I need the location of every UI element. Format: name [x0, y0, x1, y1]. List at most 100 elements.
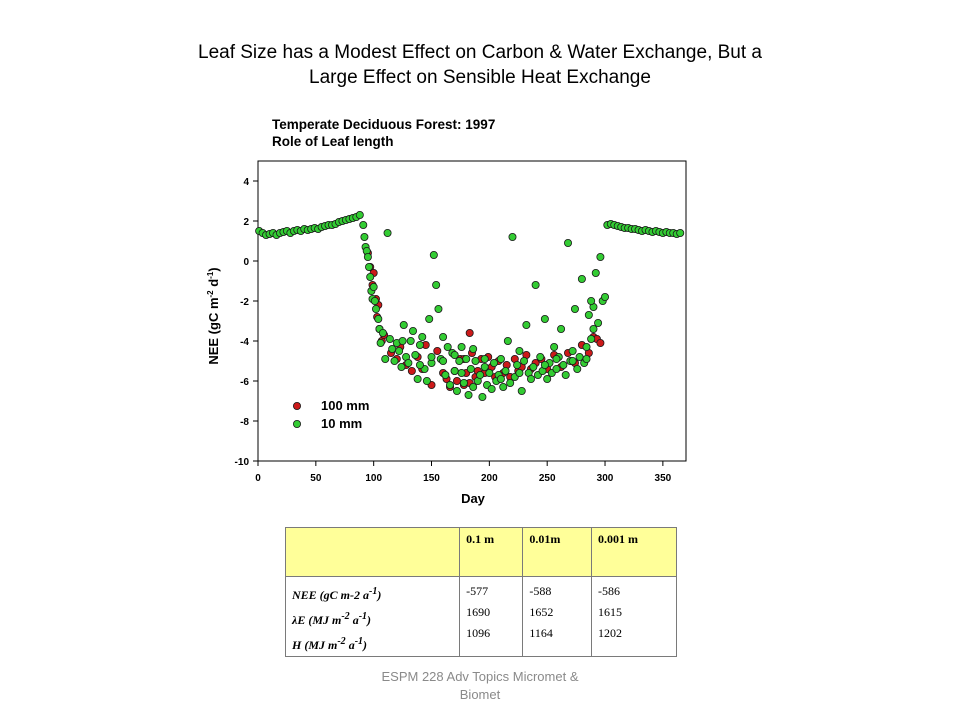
- data-point-10mm: [575, 352, 584, 361]
- data-point-10mm: [476, 370, 485, 379]
- x-tick-label: 300: [597, 473, 614, 484]
- data-point-10mm: [418, 332, 427, 341]
- data-point-10mm: [469, 344, 478, 353]
- table-cell: 1096: [466, 626, 491, 640]
- data-point-10mm: [397, 362, 406, 371]
- data-point-10mm: [517, 386, 526, 395]
- x-axis-label: Day: [461, 491, 486, 506]
- y-axis-label-end: ): [206, 267, 221, 271]
- data-point-10mm: [552, 354, 561, 363]
- data-point-10mm: [363, 252, 372, 261]
- chart-points: [255, 210, 685, 401]
- y-tick-label: -4: [240, 337, 249, 348]
- data-point-10mm: [432, 280, 441, 289]
- data-point-10mm: [570, 304, 579, 313]
- footer-line2: Biomet: [459, 687, 501, 702]
- data-point-100mm: [465, 328, 474, 337]
- data-point-10mm: [359, 220, 368, 229]
- table-cell: -588: [529, 584, 552, 598]
- data-point-10mm: [480, 354, 489, 363]
- table-col-1: -588 1652 1164: [522, 576, 593, 657]
- data-point-10mm: [594, 318, 603, 327]
- data-point-10mm: [413, 374, 422, 383]
- data-point-10mm: [520, 356, 529, 365]
- row-label-h: H (MJ m-2 a-1): [292, 636, 368, 652]
- table-cell: 1690: [466, 605, 491, 619]
- data-point-10mm: [388, 344, 397, 353]
- series-1: [255, 210, 685, 401]
- chart-legend: [292, 401, 301, 428]
- data-point-10mm: [496, 354, 505, 363]
- data-point-10mm: [439, 356, 448, 365]
- table-cell: -577: [466, 584, 489, 598]
- data-point-10mm: [469, 382, 478, 391]
- table-cell: 1652: [529, 605, 554, 619]
- data-point-100mm: [407, 366, 416, 375]
- data-point-10mm: [561, 370, 570, 379]
- data-point-10mm: [443, 342, 452, 351]
- data-point-10mm: [557, 324, 566, 333]
- data-point-10mm: [564, 238, 573, 247]
- data-point-10mm: [526, 374, 535, 383]
- table-header-row: 0.1 m 0.01m 0.001 m: [284, 527, 677, 577]
- data-point-10mm: [415, 340, 424, 349]
- data-point-10mm: [383, 228, 392, 237]
- table-row: NEE (gC m-2 a-1) λE (MJ m-2 a-1) H (MJ m…: [284, 576, 677, 657]
- data-point-10mm: [573, 364, 582, 373]
- data-point-10mm: [466, 364, 475, 373]
- data-point-10mm: [446, 380, 455, 389]
- data-point-10mm: [577, 274, 586, 283]
- x-tick-label: 100: [365, 473, 382, 484]
- plot-frame: [257, 160, 687, 462]
- data-point-10mm: [462, 354, 471, 363]
- table-cell: -586: [598, 584, 621, 598]
- data-point-10mm: [596, 252, 605, 261]
- data-point-10mm: [587, 334, 596, 343]
- row-label-le: λE (MJ m-2 a-1): [292, 611, 372, 627]
- slide-title-line2: Large Effect on Sensible Heat Exchange: [309, 67, 651, 88]
- row-label-nee: NEE (gC m-2 a-1): [292, 586, 382, 602]
- data-point-10mm: [371, 304, 380, 313]
- data-point-10mm: [360, 232, 369, 241]
- table-cell: 1164: [529, 626, 553, 640]
- table-corner-cell: [284, 527, 461, 577]
- y-tick-label: -2: [240, 297, 249, 308]
- data-point-10mm: [439, 332, 448, 341]
- data-point-10mm: [441, 370, 450, 379]
- y-tick-label: 0: [243, 257, 249, 268]
- y-tick-label: -10: [235, 457, 250, 468]
- y-tick-label: -8: [240, 417, 249, 428]
- leaf-size-table: 0.1 m 0.01m 0.001 m NEE (gC m-2 a-1) λE …: [284, 527, 677, 657]
- legend-marker-10mm: [292, 419, 301, 428]
- data-point-10mm: [365, 262, 374, 271]
- data-point-10mm: [355, 210, 364, 219]
- y-axis-label-sup1: -2: [206, 290, 215, 298]
- data-point-10mm: [411, 350, 420, 359]
- footer: ESPM 228 Adv Topics Micromet & Biomet: [320, 668, 640, 704]
- data-point-10mm: [582, 342, 591, 351]
- data-point-10mm: [406, 336, 415, 345]
- data-point-10mm: [457, 342, 466, 351]
- data-point-10mm: [515, 368, 524, 377]
- data-point-10mm: [374, 314, 383, 323]
- y-tick-label: 4: [243, 177, 249, 188]
- data-point-10mm: [531, 280, 540, 289]
- data-point-10mm: [452, 386, 461, 395]
- x-tick-label: 250: [539, 473, 556, 484]
- data-point-100mm: [452, 376, 461, 385]
- chart-title: Temperate Deciduous Forest: 1997 Role of…: [272, 116, 495, 150]
- legend-label-10mm: 10 mm: [321, 416, 363, 431]
- data-point-10mm: [529, 362, 538, 371]
- data-point-10mm: [370, 296, 379, 305]
- data-point-10mm: [455, 356, 464, 365]
- data-point-10mm: [471, 356, 480, 365]
- legend-label-100mm: 100 mm: [321, 398, 370, 413]
- data-point-10mm: [506, 378, 515, 387]
- x-tick-label: 200: [481, 473, 498, 484]
- data-point-10mm: [513, 360, 522, 369]
- y-tick-label: 2: [243, 217, 249, 228]
- y-axis-label: NEE (gC m-2 d-1): [206, 267, 221, 364]
- table-cell: 1615: [598, 605, 623, 619]
- data-point-10mm: [501, 366, 510, 375]
- data-point-10mm: [589, 324, 598, 333]
